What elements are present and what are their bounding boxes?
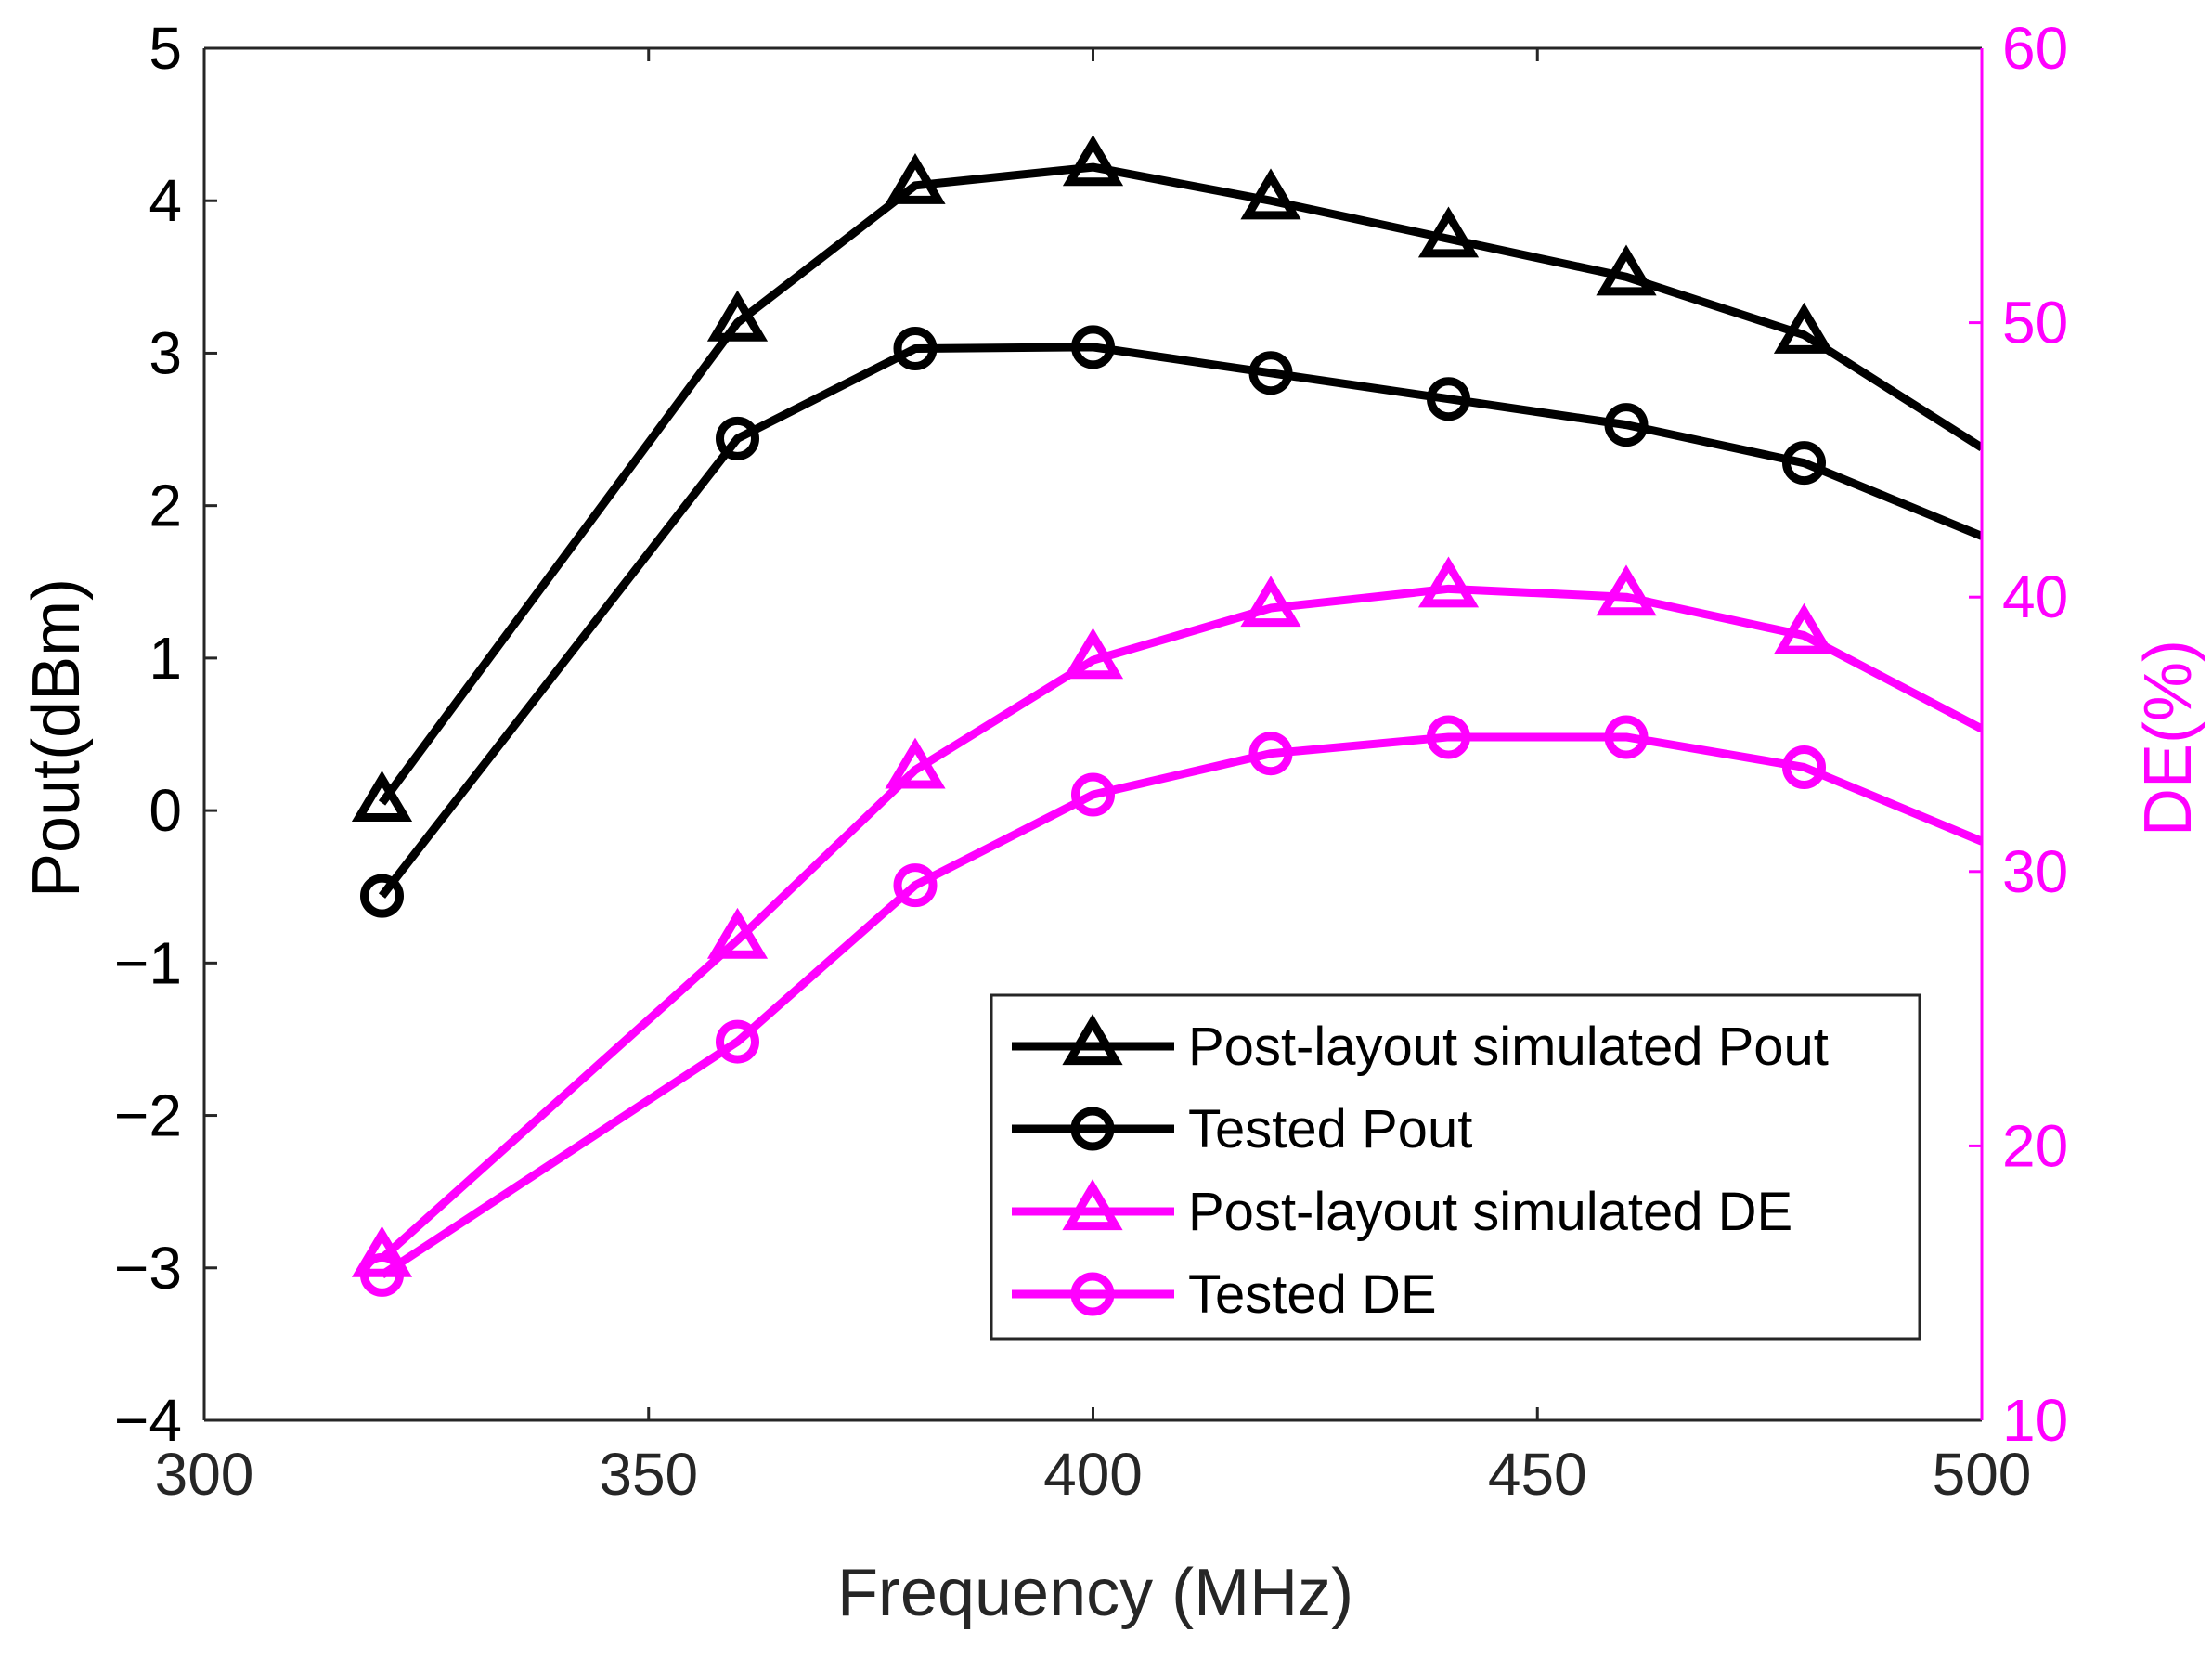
y-left-tick-label: 3 bbox=[149, 319, 182, 386]
x-axis-title: Frequency (MHz) bbox=[837, 1556, 1353, 1630]
y-left-tick-label: −2 bbox=[114, 1082, 182, 1149]
data-point bbox=[1773, 602, 1835, 654]
data-point bbox=[1604, 715, 1649, 759]
data-point bbox=[706, 290, 769, 342]
data-point bbox=[1782, 441, 1826, 486]
data-point bbox=[1417, 206, 1480, 258]
data-point bbox=[716, 1019, 759, 1064]
data-point bbox=[1248, 732, 1293, 776]
data-point bbox=[1604, 403, 1649, 447]
series-1 bbox=[351, 135, 1982, 822]
y-right-tick-label: 10 bbox=[2002, 1387, 2068, 1454]
legend-label-tested-pout: Tested Pout bbox=[1188, 1099, 1472, 1159]
series-line bbox=[379, 584, 1982, 1262]
data-point bbox=[351, 771, 413, 822]
data-point bbox=[1427, 715, 1470, 759]
x-tick-label: 450 bbox=[1488, 1441, 1587, 1508]
legend-marker bbox=[1070, 1107, 1115, 1151]
y-left-tick-label: −3 bbox=[114, 1235, 182, 1302]
data-point bbox=[1240, 576, 1301, 628]
data-point bbox=[1782, 745, 1826, 789]
x-tick-label: 350 bbox=[599, 1441, 698, 1508]
data-point bbox=[1062, 135, 1124, 187]
legend-marker bbox=[1062, 1014, 1123, 1066]
legend-marker bbox=[1070, 1272, 1115, 1316]
data-point bbox=[1596, 564, 1657, 616]
y-right-tick-label: 30 bbox=[2002, 838, 2068, 905]
ticks-layer: 300 350 400 450 500 −4 −3 −2 −1 0 1 2 3 4 5 10 20 30 40 50 6… bbox=[114, 15, 2068, 1508]
x-tick-label: 300 bbox=[155, 1441, 254, 1508]
legend-box bbox=[990, 993, 1921, 1341]
data-point bbox=[1773, 302, 1835, 354]
y-left-tick-label: 4 bbox=[149, 167, 182, 234]
data-point bbox=[893, 863, 938, 908]
right-axis-title: DE(%) bbox=[2131, 640, 2206, 836]
data-point bbox=[716, 416, 759, 460]
legend-label-sim-de: Post-layout simulated DE bbox=[1188, 1182, 1792, 1242]
y-left-tick-label: 5 bbox=[149, 15, 182, 82]
data-point bbox=[1417, 556, 1480, 608]
x-tick-label: 400 bbox=[1043, 1441, 1143, 1508]
data-point bbox=[885, 737, 946, 789]
series-line bbox=[378, 162, 1982, 806]
data-point bbox=[1240, 168, 1301, 220]
y-left-tick-label: −4 bbox=[114, 1387, 182, 1454]
data-point bbox=[893, 327, 938, 371]
y-left-tick-label: 0 bbox=[149, 777, 182, 844]
y-right-tick-label: 60 bbox=[2002, 15, 2068, 82]
series-line bbox=[380, 732, 1982, 1279]
legend: Post-layout simulated Pout Tested Pout P… bbox=[990, 993, 1921, 1341]
y-right-tick-label: 20 bbox=[2002, 1112, 2068, 1179]
y-right-tick-label: 50 bbox=[2002, 290, 2068, 356]
series-4 bbox=[360, 715, 1982, 1297]
data-point bbox=[360, 1252, 404, 1297]
data-point bbox=[1596, 244, 1657, 296]
data-point bbox=[1248, 351, 1293, 395]
data-point bbox=[1071, 772, 1115, 817]
y-right-tick-label: 40 bbox=[2002, 563, 2068, 630]
legend-label-sim-pout: Post-layout simulated Pout bbox=[1188, 1017, 1829, 1077]
data-point bbox=[1427, 377, 1470, 421]
data-point bbox=[706, 907, 769, 959]
legend-entries bbox=[1012, 1014, 1174, 1316]
data-point bbox=[1071, 325, 1115, 369]
legend-marker bbox=[1062, 1179, 1123, 1231]
y-left-tick-label: 2 bbox=[149, 473, 182, 539]
data-point bbox=[360, 874, 404, 918]
data-point bbox=[1062, 628, 1124, 680]
x-tick-label: 500 bbox=[1933, 1441, 2032, 1508]
series-line bbox=[378, 343, 1982, 899]
left-axis-title: Pout(dBm) bbox=[19, 578, 94, 898]
legend-label-tested-de: Tested DE bbox=[1188, 1264, 1437, 1325]
data-point bbox=[885, 152, 946, 204]
y-left-tick-label: −1 bbox=[114, 929, 182, 996]
series-layer bbox=[351, 135, 1982, 1297]
y-left-tick-label: 1 bbox=[149, 625, 182, 692]
series-2 bbox=[360, 325, 1982, 918]
series-3 bbox=[351, 556, 1982, 1277]
